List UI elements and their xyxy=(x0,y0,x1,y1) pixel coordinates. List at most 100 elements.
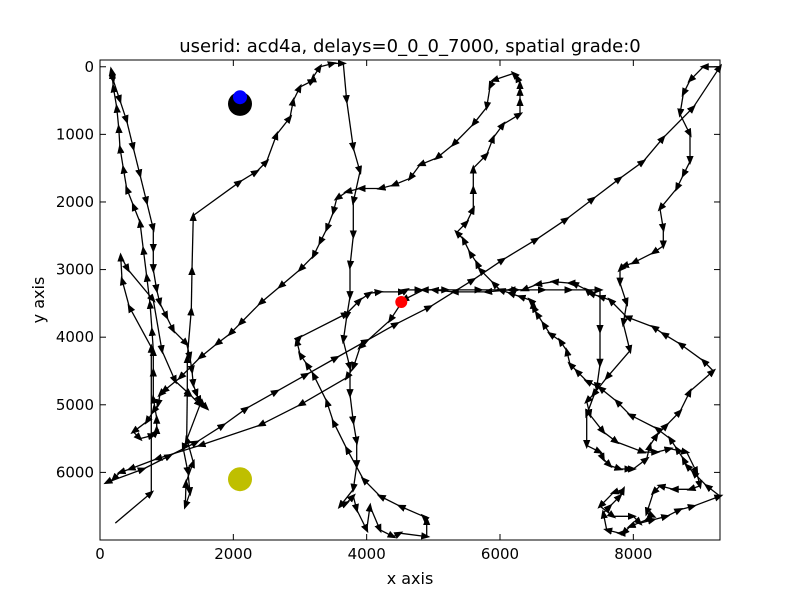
trajectory-segment xyxy=(420,513,430,523)
trajectory-segment xyxy=(400,288,410,296)
trajectory-segment xyxy=(456,219,470,233)
trajectory-segment xyxy=(674,445,684,460)
plot-area xyxy=(99,59,721,541)
trajectory-segment xyxy=(589,414,606,435)
trajectory-segment xyxy=(188,265,196,311)
trajectory-segment xyxy=(161,350,177,385)
trajectory-segment xyxy=(644,492,654,517)
trajectory-segment xyxy=(333,191,348,201)
trajectory-segment xyxy=(686,484,701,491)
trajectory-segment xyxy=(343,186,361,195)
trajectory-segment xyxy=(155,289,163,307)
trajectory-segment xyxy=(376,494,401,507)
trajectory-segment xyxy=(639,517,657,525)
trajectory-segment xyxy=(450,123,474,148)
trajectory-segment xyxy=(389,177,411,187)
trajectory-segment xyxy=(339,501,350,509)
trajectory-segment xyxy=(182,448,191,476)
trajectory-segment xyxy=(196,424,261,448)
trajectory-segment xyxy=(690,469,708,487)
trajectory-segment xyxy=(169,440,200,457)
x-tick-label: 0 xyxy=(95,545,105,563)
trajectory-segment xyxy=(607,297,628,318)
y-tick-label: 6000 xyxy=(56,463,94,481)
trajectory-segment xyxy=(393,531,404,539)
trajectory-segment xyxy=(604,350,631,381)
trajectory-segment xyxy=(266,130,279,162)
trajectory-segment xyxy=(126,120,136,152)
trajectory-segment xyxy=(602,503,613,514)
trajectory-segment xyxy=(324,397,334,422)
trajectory-segment xyxy=(257,286,281,306)
trajectory-segment xyxy=(614,398,631,416)
trajectory-segment xyxy=(584,394,594,405)
trajectory-segment xyxy=(350,465,358,493)
trajectory-segment xyxy=(454,229,464,240)
trajectory-segment xyxy=(600,509,608,531)
trajectory-segment xyxy=(127,303,152,348)
trajectory-segment xyxy=(166,316,175,334)
trajectory-segment xyxy=(277,269,301,289)
trajectory-segment xyxy=(586,444,604,454)
trajectory-segment xyxy=(666,507,684,517)
trajectory-segment xyxy=(296,377,348,407)
trajectory-segment xyxy=(306,355,340,375)
trajectory-segment xyxy=(662,104,696,139)
trajectory-segment xyxy=(687,66,704,83)
trajectory-segment xyxy=(566,196,597,220)
trajectory-segment xyxy=(679,113,692,138)
trajectory-segment xyxy=(472,257,507,281)
x-tick-label: 4000 xyxy=(348,545,386,563)
trajectory-segment xyxy=(182,478,190,507)
trajectory-segment xyxy=(356,509,369,534)
trajectory-segment xyxy=(106,467,147,484)
trajectory-segment xyxy=(684,462,694,473)
trajectory-segment xyxy=(342,340,353,372)
trajectory-segment xyxy=(516,294,531,302)
trajectory-segment xyxy=(115,123,123,148)
trajectory-segment xyxy=(325,211,334,233)
trajectory-segment xyxy=(130,421,148,434)
trajectory-segment xyxy=(143,453,174,470)
trajectory-segment xyxy=(602,431,620,445)
trajectory-segment xyxy=(227,323,241,337)
trajectory-segment xyxy=(597,451,605,463)
trajectory-segment xyxy=(288,97,296,118)
chart-marks xyxy=(103,59,724,540)
trajectory-segment xyxy=(112,80,122,105)
trajectory-segment xyxy=(700,358,714,372)
trajectory-segment xyxy=(471,106,488,128)
trajectory-segment xyxy=(119,100,129,125)
trajectory-segment xyxy=(597,385,618,402)
trajectory-segment xyxy=(534,310,544,325)
trajectory-segment xyxy=(197,343,218,360)
trajectory-segment xyxy=(541,320,551,335)
position-marker xyxy=(228,467,252,492)
trajectory-segment xyxy=(692,63,723,108)
x-tick-label: 2000 xyxy=(214,545,252,563)
trajectory-segment xyxy=(340,316,348,345)
trajectory-segment xyxy=(276,372,310,392)
trajectory-segment xyxy=(213,333,231,347)
trajectory-segment xyxy=(657,188,678,212)
trajectory-segment xyxy=(609,463,624,471)
trajectory-segment xyxy=(429,286,454,295)
trajectory-segment xyxy=(656,446,674,454)
trajectory-segment xyxy=(689,368,717,392)
y-tick-label: 4000 xyxy=(56,328,94,346)
trajectory-segment xyxy=(489,72,514,82)
trajectory-segment xyxy=(549,278,571,286)
trajectory-segment xyxy=(557,337,568,352)
trajectory-segment xyxy=(114,490,155,524)
trajectory-segment xyxy=(467,249,478,264)
trajectory-segment xyxy=(239,169,260,183)
trajectory-segment xyxy=(616,441,647,454)
trajectory-segment xyxy=(488,80,496,91)
trajectory-segment xyxy=(191,384,199,399)
trajectory-segment xyxy=(120,255,130,273)
trajectory-segment xyxy=(126,458,157,471)
trajectory-segment xyxy=(192,179,243,217)
trajectory-segment xyxy=(619,159,647,179)
trajectory-segment xyxy=(152,299,165,355)
